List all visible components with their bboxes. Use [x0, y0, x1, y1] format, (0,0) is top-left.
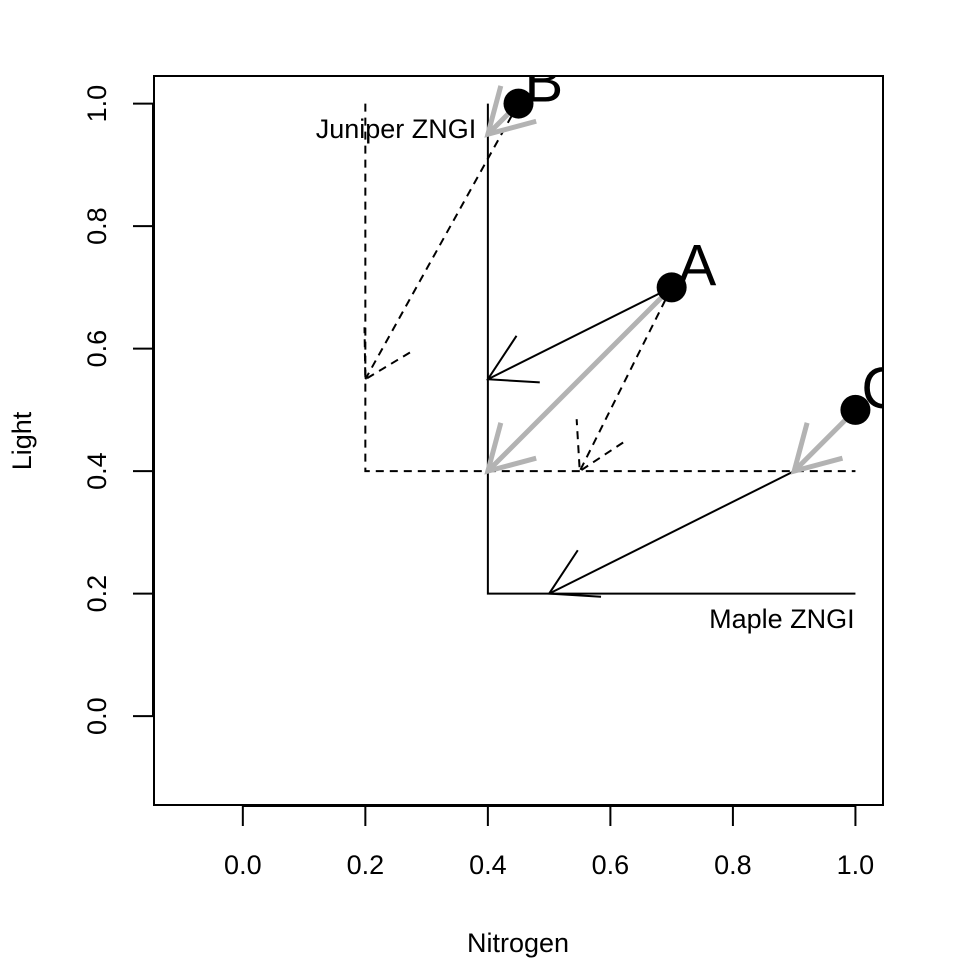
y-tick-label: 0.0 — [82, 697, 112, 735]
vector-arrow-c-5 — [547, 470, 795, 598]
zngi-lines — [364, 103, 856, 595]
x-tick-label: 1.0 — [837, 850, 875, 880]
zngi-line-juniper — [364, 103, 856, 473]
vector-arrow-a-0 — [486, 286, 673, 384]
x-tick-label: 0.6 — [592, 850, 630, 880]
vector-arrow-a-2 — [484, 285, 674, 475]
y-tick-label: 0.4 — [82, 452, 112, 490]
x-tick-label: 0.8 — [714, 850, 752, 880]
x-axis-title: Nitrogen — [467, 928, 569, 958]
supply-point-label: C — [861, 356, 903, 421]
x-tick-label: 0.2 — [347, 850, 385, 880]
supply-points: A B C — [503, 50, 903, 425]
zngi-line-maple — [486, 103, 856, 595]
supply-point-a — [656, 272, 687, 303]
y-axis: 0.0 0.2 0.4 0.6 0.8 1.0 — [82, 85, 154, 735]
vector-arrow-b-3 — [363, 103, 520, 381]
x-tick-label: 0.4 — [469, 850, 507, 880]
vector-arrow-a-1 — [575, 286, 673, 473]
y-tick-label: 0.6 — [82, 330, 112, 368]
consumption-vectors — [363, 85, 858, 598]
x-axis: 0.0 0.2 0.4 0.6 0.8 1.0 — [224, 805, 875, 880]
y-tick-label: 1.0 — [82, 85, 112, 123]
supply-point-label: A — [678, 233, 717, 298]
y-axis-title: Light — [7, 411, 37, 470]
supply-point-b — [503, 88, 534, 119]
y-tick-label: 0.2 — [82, 575, 112, 613]
zngi-annotation: Juniper ZNGI — [316, 114, 477, 144]
supply-point-c — [840, 394, 871, 425]
zngi-annotation: Maple ZNGI — [709, 604, 855, 634]
annotations: Juniper ZNGI Maple ZNGI — [316, 114, 855, 634]
x-tick-label: 0.0 — [224, 850, 262, 880]
y-tick-label: 0.8 — [82, 207, 112, 245]
supply-point-label: B — [525, 50, 564, 115]
